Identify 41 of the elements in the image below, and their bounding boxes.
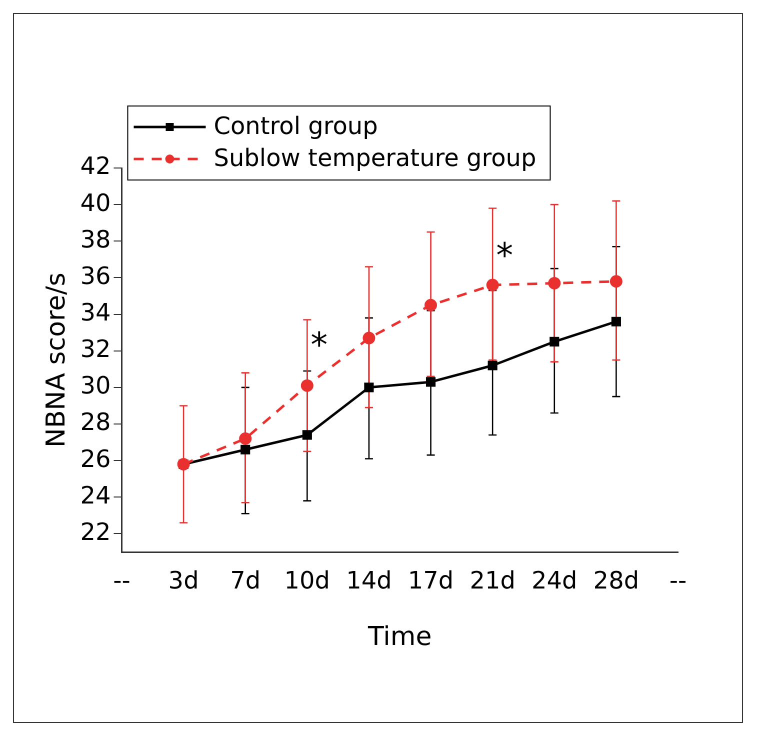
x-axis-title: Time	[367, 622, 432, 652]
y-tick-label: 28	[80, 408, 111, 436]
point	[362, 332, 376, 344]
point	[364, 382, 374, 392]
x-tick-label: --	[669, 566, 687, 595]
point	[610, 275, 622, 288]
point	[300, 379, 314, 392]
annotation: *	[496, 236, 514, 276]
x-tick-label: 24d	[531, 566, 578, 595]
x-tick-label: 7d	[230, 566, 261, 595]
legend-label: Control group	[214, 112, 378, 140]
legend-label: Sublow temperature group	[214, 144, 536, 172]
y-tick-label: 34	[80, 298, 111, 327]
point	[426, 377, 436, 387]
y-tick-label: 24	[80, 481, 111, 510]
point	[240, 444, 250, 454]
point	[488, 360, 498, 370]
x-tick-label: 21d	[470, 566, 516, 595]
x-tick-label: --	[113, 566, 130, 595]
y-tick-label: 36	[80, 262, 111, 290]
x-tick-label: 28d	[593, 566, 640, 595]
annotation: *	[310, 326, 328, 366]
y-tick-label: 32	[80, 335, 111, 364]
point	[239, 432, 252, 445]
y-tick-label: 38	[80, 225, 111, 254]
y-axis-title: NBNA score/s	[41, 272, 72, 448]
point	[486, 278, 499, 292]
point	[550, 336, 560, 346]
y-tick-label: 26	[80, 444, 111, 473]
x-tick-label: 14d	[346, 566, 392, 595]
point	[611, 316, 621, 326]
point	[424, 298, 438, 312]
x-tick-label: 10d	[284, 566, 330, 595]
x-tick-label: 17d	[408, 566, 454, 595]
y-tick-label: 22	[80, 518, 111, 546]
point	[548, 276, 561, 290]
x-tick-label: 3d	[168, 566, 199, 595]
y-tick-label: 42	[80, 152, 111, 180]
y-tick-label: 40	[80, 188, 111, 217]
y-tick-label: 30	[80, 372, 111, 400]
point	[302, 430, 312, 440]
